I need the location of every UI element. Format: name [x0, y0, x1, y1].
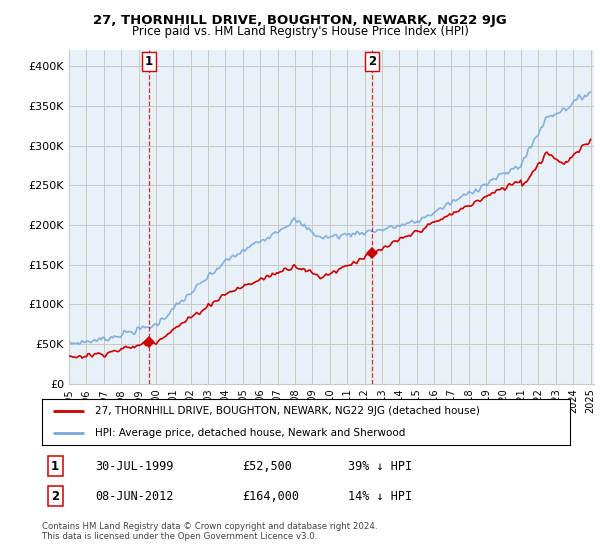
Text: 2: 2 — [368, 55, 376, 68]
Text: £164,000: £164,000 — [242, 490, 299, 503]
Text: 30-JUL-1999: 30-JUL-1999 — [95, 460, 173, 473]
Text: 2: 2 — [51, 490, 59, 503]
Text: 1: 1 — [145, 55, 153, 68]
Text: 39% ↓ HPI: 39% ↓ HPI — [348, 460, 412, 473]
Text: Price paid vs. HM Land Registry's House Price Index (HPI): Price paid vs. HM Land Registry's House … — [131, 25, 469, 38]
Text: HPI: Average price, detached house, Newark and Sherwood: HPI: Average price, detached house, Newa… — [95, 428, 405, 438]
Text: £52,500: £52,500 — [242, 460, 293, 473]
Text: 14% ↓ HPI: 14% ↓ HPI — [348, 490, 412, 503]
Text: 1: 1 — [51, 460, 59, 473]
Text: 27, THORNHILL DRIVE, BOUGHTON, NEWARK, NG22 9JG: 27, THORNHILL DRIVE, BOUGHTON, NEWARK, N… — [93, 14, 507, 27]
Text: 08-JUN-2012: 08-JUN-2012 — [95, 490, 173, 503]
Text: 27, THORNHILL DRIVE, BOUGHTON, NEWARK, NG22 9JG (detached house): 27, THORNHILL DRIVE, BOUGHTON, NEWARK, N… — [95, 406, 479, 416]
Text: Contains HM Land Registry data © Crown copyright and database right 2024.
This d: Contains HM Land Registry data © Crown c… — [42, 522, 377, 542]
